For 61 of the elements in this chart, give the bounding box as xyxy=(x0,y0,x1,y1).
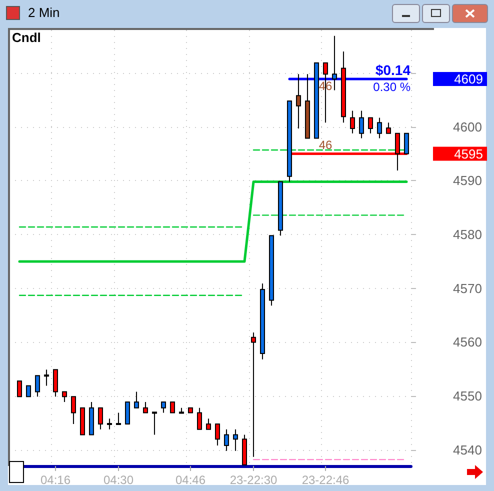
y-tick-label: 4580 xyxy=(453,227,482,242)
text: 4595 xyxy=(454,146,483,162)
candlestick xyxy=(260,283,265,360)
x-tick-label: 04:16 xyxy=(40,473,71,487)
y-tick-label: 4550 xyxy=(453,388,482,404)
x-tick-label: 04:46 xyxy=(175,473,206,487)
candlestick xyxy=(332,35,337,91)
candlestick xyxy=(377,117,382,139)
candlestick xyxy=(287,100,292,182)
candlestick xyxy=(107,418,112,430)
candlestick xyxy=(26,385,31,398)
candlestick xyxy=(341,51,346,124)
candlestick xyxy=(98,407,103,430)
candlestick xyxy=(224,428,229,452)
candlestick xyxy=(116,412,121,426)
annotation: $0.14 xyxy=(375,62,411,78)
y-tick-label: 4570 xyxy=(453,280,482,296)
candlestick xyxy=(71,396,76,425)
candlestick xyxy=(152,412,157,436)
candlestick xyxy=(80,407,85,436)
x-tick-label: 23-22:30 xyxy=(230,473,278,487)
annotation: 0.30 % xyxy=(373,80,411,94)
candlestick xyxy=(215,424,220,446)
candlestick xyxy=(314,62,319,139)
candlestick xyxy=(305,74,310,139)
candlestick xyxy=(62,391,67,402)
candlestick xyxy=(125,401,130,425)
y-tick-label: 4590 xyxy=(453,173,482,188)
candlestick xyxy=(161,401,166,414)
candlestick xyxy=(359,110,364,139)
candlestick xyxy=(269,235,274,306)
x-tick-label: 23-22:46 xyxy=(302,473,350,487)
candlestick xyxy=(206,418,211,430)
candlestick xyxy=(251,332,256,458)
candlestick xyxy=(17,380,22,398)
text: 4609 xyxy=(454,71,483,86)
y-tick-label: 4540 xyxy=(453,442,482,458)
y-tick-label: 4560 xyxy=(453,334,482,350)
annotation: Cndl xyxy=(12,30,41,45)
candlestick xyxy=(386,122,391,134)
candlestick xyxy=(296,74,301,130)
candlestick xyxy=(35,375,40,398)
candlestick xyxy=(368,117,373,134)
candlestick xyxy=(134,391,139,408)
candlestick xyxy=(44,369,49,386)
candlestick xyxy=(278,181,283,236)
candlestick xyxy=(89,401,94,436)
candlestick xyxy=(350,110,355,134)
candlestick xyxy=(233,428,238,452)
candlestick xyxy=(170,401,175,414)
chart-title: 2 Min xyxy=(28,5,60,20)
y-tick-label: 4600 xyxy=(453,119,482,134)
candlestick xyxy=(242,434,247,466)
candlestick xyxy=(179,407,184,414)
candlestick xyxy=(188,407,193,414)
candlestick xyxy=(53,369,58,398)
annotation: 46 xyxy=(318,138,332,152)
candlestick xyxy=(404,132,409,154)
candlestick xyxy=(143,401,148,414)
x-tick-label: 04:30 xyxy=(103,473,134,487)
candlestick xyxy=(197,407,202,430)
